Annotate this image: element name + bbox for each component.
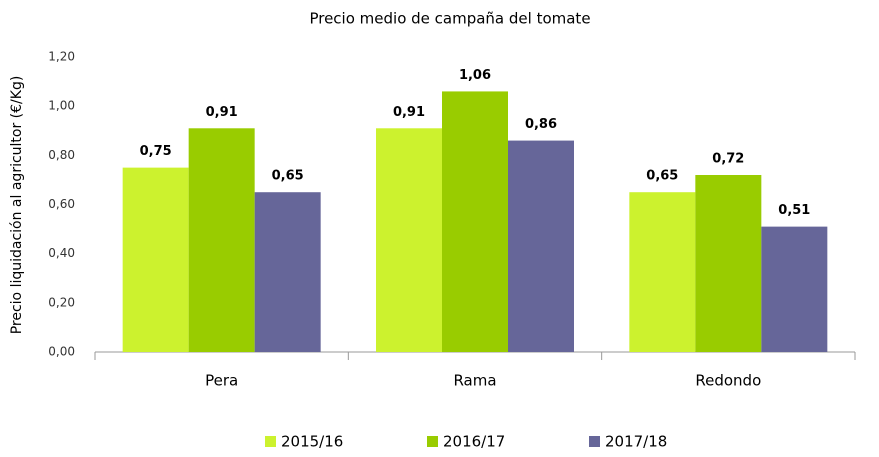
x-tick-label: Redondo	[695, 372, 761, 390]
legend-label: 2017/18	[605, 433, 667, 451]
y-tick-label: 0,80	[48, 148, 75, 162]
data-label: 0,65	[272, 169, 304, 184]
data-label: 0,91	[206, 105, 238, 120]
legend-swatch	[427, 436, 438, 447]
bar	[376, 128, 442, 352]
bar	[254, 192, 321, 352]
y-axis-label: Precio liquidación al agricultor (€/Kg)	[9, 76, 25, 335]
data-label: 0,65	[646, 169, 678, 184]
chart-title: Precio medio de campaña del tomate	[309, 10, 590, 28]
data-label: 0,86	[525, 117, 557, 132]
legend-swatch	[265, 436, 276, 447]
data-label: 0,91	[393, 105, 425, 120]
y-tick-label: 0,60	[48, 197, 75, 211]
x-tick-label: Rama	[453, 372, 496, 390]
bar	[629, 192, 696, 352]
y-tick-label: 0,20	[48, 295, 75, 309]
data-label: 0,72	[712, 152, 744, 167]
legend-label: 2015/16	[281, 433, 343, 451]
data-label: 0,75	[140, 144, 172, 159]
data-label: 1,06	[459, 68, 491, 83]
bar	[442, 91, 508, 353]
bar	[761, 226, 828, 352]
bar	[508, 140, 574, 352]
bar	[122, 167, 189, 352]
y-tick-label: 1,00	[48, 99, 75, 113]
legend-label: 2016/17	[443, 433, 505, 451]
legend-swatch	[589, 436, 600, 447]
x-tick-label: Pera	[205, 372, 238, 390]
y-tick-label: 0,00	[48, 345, 75, 359]
bar	[188, 128, 255, 352]
y-tick-label: 0,40	[48, 246, 75, 260]
bar	[695, 175, 762, 352]
data-label: 0,51	[778, 203, 810, 218]
y-tick-label: 1,20	[48, 50, 75, 64]
